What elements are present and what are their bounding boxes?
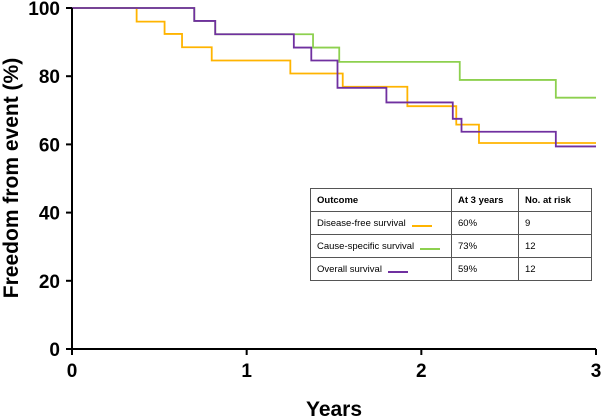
x-tick-label: 3 <box>591 361 601 382</box>
y-ticks: 0 20 40 60 80 100 <box>28 0 72 361</box>
x-tick-label: 1 <box>241 361 252 382</box>
x-tick-label: 0 <box>67 361 78 382</box>
y-tick-label: 100 <box>28 0 60 20</box>
series-overall-survivalline <box>72 7 596 148</box>
legend-header-row: Outcome At 3 years No. at risk <box>310 188 592 212</box>
legend-row-cause-specific: Cause-specific survival 73% 12 <box>310 234 592 258</box>
series-layer <box>72 7 596 148</box>
legend-label: Disease-free survival <box>317 217 406 229</box>
legend-label: Cause-specific survival <box>317 240 415 252</box>
legend-header-outcome: Outcome <box>310 188 452 212</box>
y-tick-label: 80 <box>39 67 60 88</box>
legend-at-risk-cell: 12 <box>518 234 592 258</box>
legend-swatch-overall <box>387 270 408 273</box>
y-tick-label: 20 <box>39 272 60 293</box>
x-tick-label: 2 <box>416 361 427 382</box>
y-tick-label: 60 <box>39 135 60 156</box>
legend-value-cell: 60% <box>451 211 519 235</box>
y-tick-label: 0 <box>49 340 60 361</box>
series-disease-free-survivalline <box>72 7 596 144</box>
legend-row-overall: Overall survival 59% 12 <box>310 257 592 281</box>
legend-header-at-3-years: At 3 years <box>451 188 519 212</box>
legend-header-at-risk: No. at risk <box>518 188 592 212</box>
legend-value-cell: 59% <box>451 257 519 281</box>
legend-outcome-cell: Disease-free survival <box>310 211 452 235</box>
legend-table: Outcome At 3 years No. at risk Disease-f… <box>310 188 592 281</box>
legend-outcome-cell: Overall survival <box>310 257 452 281</box>
legend-at-risk-cell: 12 <box>518 257 592 281</box>
x-ticks: 0 1 2 3 <box>67 349 601 382</box>
x-axis-title: Years <box>306 398 362 420</box>
legend-at-risk-cell: 9 <box>518 211 592 235</box>
legend-label: Overall survival <box>317 263 382 275</box>
y-axis-title: Freedom from event (%) <box>0 58 23 298</box>
legend-value-cell: 73% <box>451 234 519 258</box>
y-tick-label: 40 <box>39 204 60 225</box>
legend-outcome-cell: Cause-specific survival <box>310 234 452 258</box>
legend-swatch-disease-free <box>411 224 432 227</box>
legend-swatch-cause-specific <box>420 247 441 250</box>
legend-row-disease-free: Disease-free survival 60% 9 <box>310 211 592 235</box>
